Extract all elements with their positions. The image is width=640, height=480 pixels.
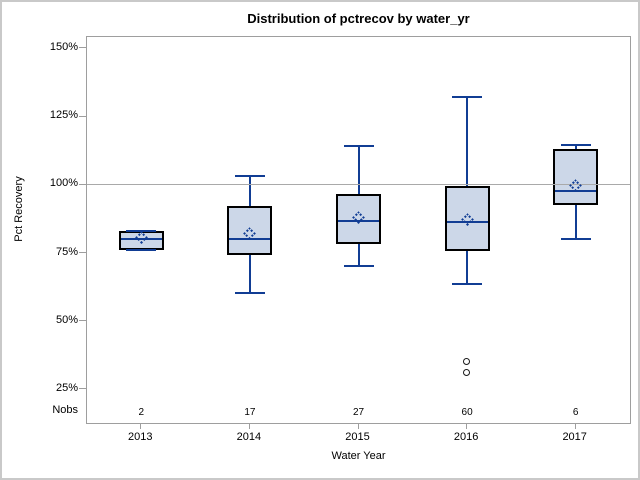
median-line <box>338 220 379 223</box>
outlier-point <box>463 368 471 376</box>
whisker-cap-min <box>452 282 483 285</box>
y-tick-mark <box>79 115 86 117</box>
plot-marks: 2 17 27 60 6 <box>87 37 630 423</box>
y-tick-label: 125% <box>49 109 78 122</box>
reference-line <box>87 183 630 185</box>
y-tick-label: 50% <box>55 313 78 326</box>
x-tick-mark <box>357 424 359 429</box>
whisker-cap-min <box>126 248 157 251</box>
x-category-label: 2016 <box>453 431 479 443</box>
y-tick-mark <box>79 320 86 322</box>
y-tick-mark <box>79 183 86 185</box>
nobs-value: 60 <box>461 407 473 418</box>
y-tick-mark <box>79 388 86 390</box>
x-tick-mark <box>466 424 468 429</box>
median-line <box>446 221 488 224</box>
whisker-cap-min <box>234 292 265 295</box>
y-tick-label: 150% <box>49 40 78 53</box>
median-line <box>120 237 162 240</box>
y-tick-mark <box>79 47 86 49</box>
nobs-value: 2 <box>138 407 145 418</box>
box <box>227 206 273 256</box>
x-tick-mark <box>574 424 576 429</box>
box <box>444 185 490 252</box>
y-tick-mark <box>79 252 86 253</box>
x-axis-label: Water Year <box>331 450 386 462</box>
nobs-value: 27 <box>352 407 365 418</box>
nobs-row-label: Nobs <box>52 404 78 416</box>
whisker-cap-max <box>452 96 483 98</box>
x-tick-mark <box>140 424 142 429</box>
y-tick-label: 25% <box>55 381 78 394</box>
whisker-cap-max <box>560 143 591 146</box>
y-tick-label: 75% <box>55 245 78 258</box>
median-line <box>229 237 271 240</box>
outlier-point <box>463 357 471 365</box>
median-line <box>555 190 597 193</box>
whisker-cap-max <box>126 229 157 232</box>
nobs-value: 6 <box>572 407 579 418</box>
plot-area: 2 17 27 60 6 <box>86 36 631 424</box>
whisker-cap-min <box>343 265 374 268</box>
box <box>336 193 381 245</box>
x-category-label: 2017 <box>562 431 587 443</box>
whisker-cap-min <box>560 237 591 240</box>
chart-title: Distribution of pctrecov by water_yr <box>247 11 470 26</box>
x-tick-mark <box>248 424 250 429</box>
x-category-label: 2013 <box>128 431 153 443</box>
y-tick-label: 100% <box>49 177 78 190</box>
whisker-cap-max <box>234 175 265 178</box>
x-category-label: 2014 <box>236 431 262 443</box>
x-category-label: 2015 <box>345 431 370 443</box>
box <box>553 148 599 205</box>
nobs-value: 17 <box>244 407 256 418</box>
whisker-cap-max <box>343 145 374 148</box>
box <box>118 230 164 250</box>
